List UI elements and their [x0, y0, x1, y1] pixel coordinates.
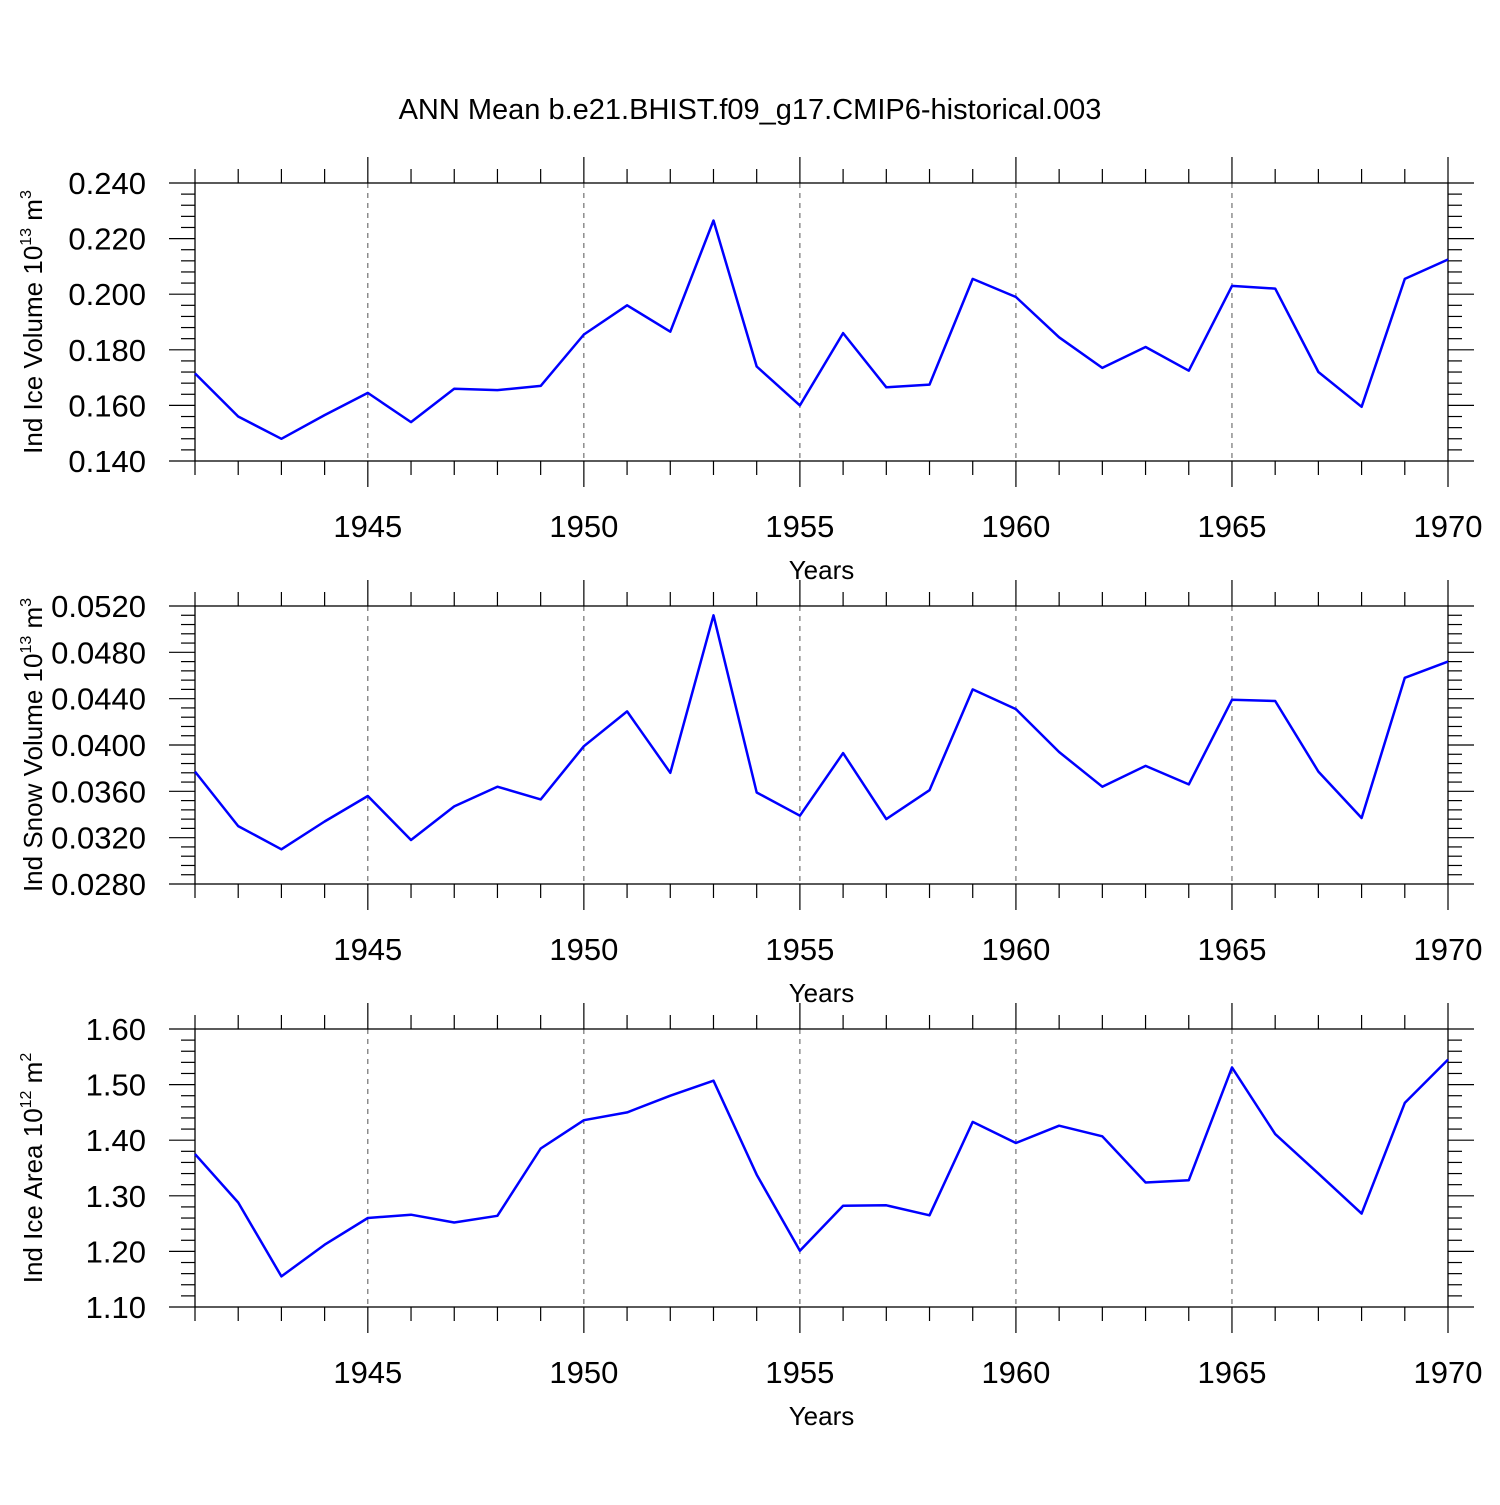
x-tick-label: 1965 — [1197, 509, 1266, 544]
y-tick-label: 0.0320 — [51, 821, 146, 856]
y-tick-label: 1.30 — [86, 1179, 146, 1214]
y-axis-title: Ind Snow Volume 1013 m3 — [18, 598, 48, 892]
x-tick-label: 1960 — [981, 1355, 1050, 1390]
y-tick-label: 1.50 — [86, 1068, 146, 1103]
y-axis-title-unit-exponent: 2 — [18, 1053, 35, 1062]
y-tick-label: 1.10 — [86, 1290, 146, 1325]
y-tick-label: 0.0280 — [51, 867, 146, 902]
y-tick-label: 1.40 — [86, 1123, 146, 1158]
x-tick-label: 1955 — [765, 509, 834, 544]
plot-frame — [194, 1028, 1449, 1308]
y-axis-title-unit-exponent: 3 — [18, 190, 35, 199]
y-axis-title-unit: m — [18, 1062, 48, 1091]
y-tick-label: 0.240 — [68, 166, 146, 201]
y-tick-label: 1.60 — [86, 1012, 146, 1047]
y-tick-label: 0.0520 — [51, 589, 146, 624]
y-axis-title-unit: m — [18, 199, 48, 228]
y-axis-title-text: Ind Ice Volume 10 — [18, 246, 48, 454]
y-tick-label: 1.20 — [86, 1234, 146, 1269]
x-axis-title: Years — [789, 555, 855, 585]
x-axis-title: Years — [789, 978, 855, 1008]
series-line — [194, 219, 1449, 441]
x-tick-label: 1965 — [1197, 1355, 1266, 1390]
y-axis-title: Ind Ice Volume 1013 m3 — [18, 190, 48, 454]
y-tick-label: 0.0480 — [51, 635, 146, 670]
x-tick-label: 1965 — [1197, 932, 1266, 967]
chart-title: ANN Mean b.e21.BHIST.f09_g17.CMIP6-histo… — [399, 94, 1102, 126]
x-tick-label: 1970 — [1414, 1355, 1483, 1390]
y-axis-title-exponent: 13 — [18, 228, 35, 246]
x-tick-label: 1970 — [1414, 932, 1483, 967]
y-axis-title-unit: m — [18, 607, 48, 636]
y-tick-label: 0.0360 — [51, 774, 146, 809]
y-axis-title-exponent: 13 — [18, 636, 35, 654]
x-tick-label: 1950 — [549, 509, 618, 544]
y-axis-title-text: Ind Ice Area 10 — [18, 1108, 48, 1283]
panel-2: 0.0280 0.0320 0.0360 0.0400 0.0440 0.0480 0.05… — [18, 580, 1482, 1008]
y-tick-label: 0.180 — [68, 333, 146, 368]
y-tick-label: 0.160 — [68, 388, 146, 423]
x-tick-label: 1960 — [981, 932, 1050, 967]
x-tick-label: 1945 — [333, 1355, 402, 1390]
x-axis-title: Years — [789, 1401, 855, 1431]
y-tick-label: 0.0440 — [51, 682, 146, 717]
panel-1: 0.140 0.160 0.180 0.200 0.220 0.240 1945 1950 19… — [18, 157, 1482, 585]
y-tick-label: 0.0400 — [51, 728, 146, 763]
y-tick-label: 0.200 — [68, 277, 146, 312]
x-tick-label: 1945 — [333, 509, 402, 544]
x-tick-label: 1960 — [981, 509, 1050, 544]
x-tick-label: 1950 — [549, 932, 618, 967]
series-line — [194, 614, 1449, 851]
y-axis-title-unit-exponent: 3 — [18, 598, 35, 607]
panel-3: 1.10 1.20 1.30 1.40 1.50 1.60 1945 1950 1955 1960… — [18, 1003, 1482, 1431]
y-axis-title: Ind Ice Area 1012 m2 — [18, 1053, 48, 1284]
x-tick-label: 1945 — [333, 932, 402, 967]
x-tick-label: 1955 — [765, 932, 834, 967]
plot-frame — [194, 182, 1449, 462]
x-tick-label: 1970 — [1414, 509, 1483, 544]
y-tick-label: 0.140 — [68, 444, 146, 479]
x-tick-label: 1955 — [765, 1355, 834, 1390]
x-tick-label: 1950 — [549, 1355, 618, 1390]
y-axis-title-text: Ind Snow Volume 10 — [18, 654, 48, 893]
series-line — [194, 1058, 1449, 1278]
y-axis-title-exponent: 12 — [18, 1090, 35, 1108]
plot-frame — [194, 605, 1449, 885]
y-tick-label: 0.220 — [68, 222, 146, 257]
